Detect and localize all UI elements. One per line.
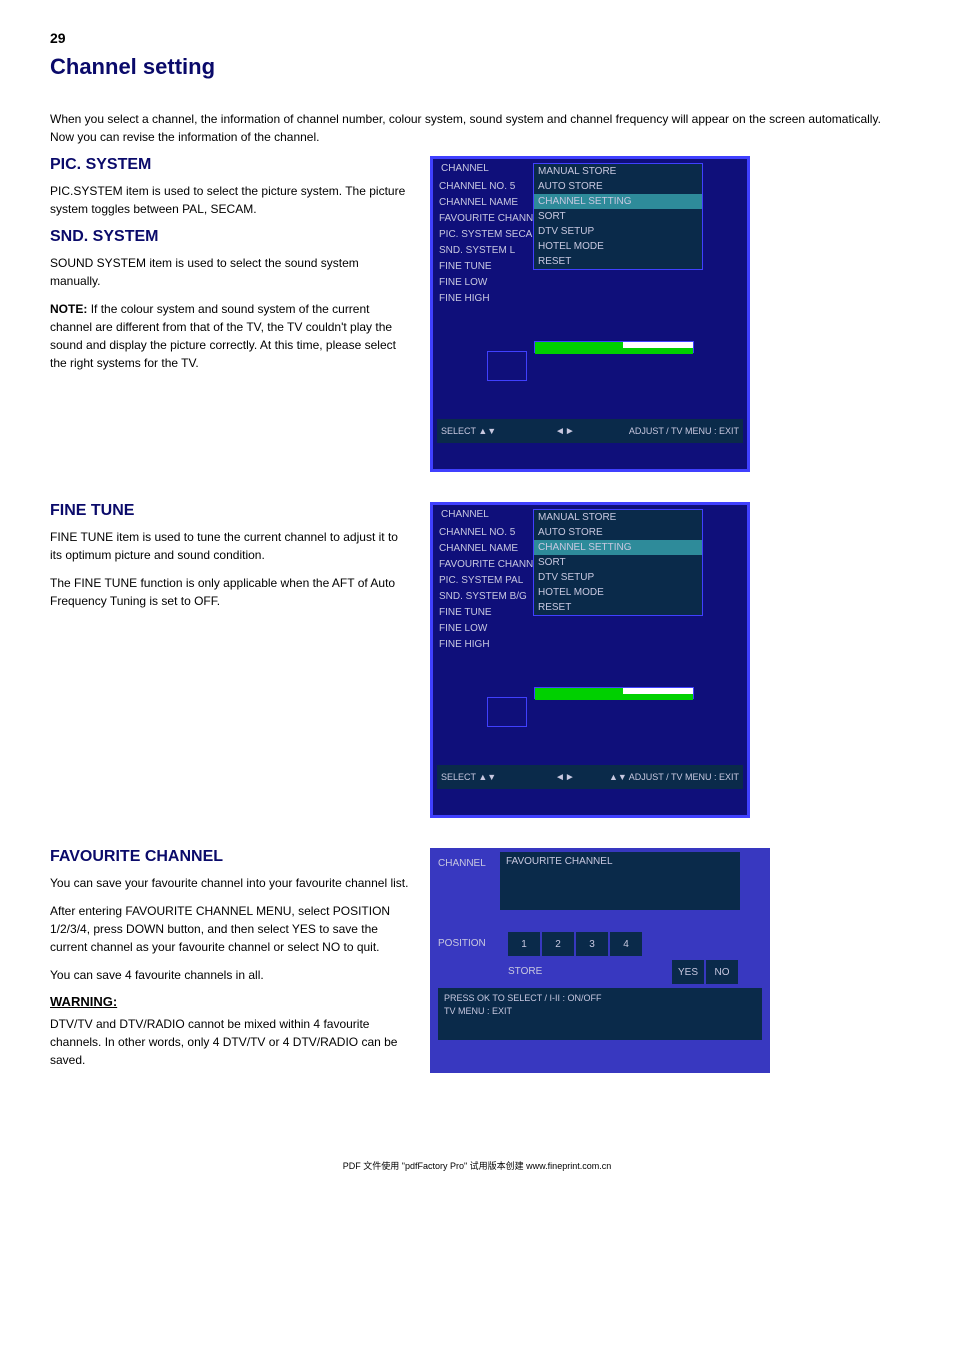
page-title: Channel setting	[50, 54, 904, 80]
osd-fine-low: FINE LOW	[439, 621, 546, 637]
warning-title: WARNING:	[50, 994, 410, 1009]
note-body: If the colour system and sound system of…	[50, 302, 396, 370]
footer-note: PDF 文件使用 "pdfFactory Pro" 试用版本创建 www.fin…	[50, 1159, 904, 1172]
osd-menu-item[interactable]: SORT	[534, 209, 702, 224]
osd-menu-item[interactable]: RESET	[534, 600, 702, 615]
osd-fine-high: FINE HIGH	[439, 291, 546, 307]
osd-left-col: CHANNEL NO. 5CHANNEL NAMEFAVOURITE CHANN…	[439, 525, 546, 653]
osd-title: CHANNEL	[441, 509, 489, 520]
osd-menu-item[interactable]: RESET	[534, 254, 702, 269]
osd-favourite: CHANNEL FAVOURITE CHANNEL POSITION 1234 STOR…	[430, 848, 770, 1073]
osd-menu-item[interactable]: AUTO STORE	[534, 525, 702, 540]
fav-slots: 1234	[508, 932, 644, 956]
heading-fine-tune: FINE TUNE	[50, 502, 410, 520]
osd-left-item: FINE TUNE	[439, 605, 546, 621]
osd-left-item: SND. SYSTEM B/G	[439, 589, 546, 605]
osd-menu-item[interactable]: DTV SETUP	[534, 570, 702, 585]
osd-menu-item[interactable]: HOTEL MODE	[534, 239, 702, 254]
osd-menu-item[interactable]: MANUAL STORE	[534, 164, 702, 179]
heading-pic-system: PIC. SYSTEM	[50, 156, 410, 174]
osd-tune-row	[439, 339, 741, 355]
heading-favourite: FAVOURITE CHANNEL	[50, 848, 410, 866]
osd-hint-bar: SELECT ▲▼ ◄► ADJUST / TV MENU : EXIT	[437, 419, 743, 443]
fav-position-label: POSITION	[438, 938, 486, 949]
osd-menu-item[interactable]: CHANNEL SETTING	[534, 194, 702, 209]
osd-left-item: FINE TUNE	[439, 259, 546, 275]
text-pic-system: PIC.SYSTEM item is used to select the pi…	[50, 182, 410, 218]
fav-box: FAVOURITE CHANNEL	[500, 852, 740, 910]
fav-store-label: STORE	[508, 966, 542, 977]
fav-channel-label: CHANNEL	[438, 858, 486, 869]
osd-left-item: CHANNEL NO. 5	[439, 179, 546, 195]
arrows-icon: ◄►	[555, 426, 575, 437]
osd-menu-item[interactable]: SORT	[534, 555, 702, 570]
osd-menu-item[interactable]: HOTEL MODE	[534, 585, 702, 600]
osd-left-item: FAVOURITE CHANNEL	[439, 557, 546, 573]
osd-left-item: PIC. SYSTEM SECAM	[439, 227, 546, 243]
fav-store-buttons: YESNO	[672, 960, 740, 984]
intro-text: When you select a channel, the informati…	[50, 110, 904, 146]
osd-hint-right: ADJUST / TV MENU : EXIT	[629, 426, 739, 436]
osd-left-col: CHANNEL NO. 5CHANNEL NAMEFAVOURITE CHANN…	[439, 179, 546, 307]
osd-left-item: CHANNEL NAME	[439, 541, 546, 557]
osd-channel-1: CHANNEL CHANNEL NO. 5CHANNEL NAMEFAVOURIT…	[430, 156, 750, 472]
warning-body: DTV/TV and DTV/RADIO cannot be mixed wit…	[50, 1015, 410, 1069]
osd-fine-low: FINE LOW	[439, 275, 546, 291]
osd-left-item: SND. SYSTEM L	[439, 243, 546, 259]
page-number: 29	[50, 30, 904, 46]
note-title: NOTE:	[50, 302, 87, 316]
text-snd-system: SOUND SYSTEM item is used to select the …	[50, 254, 410, 290]
osd-hint-left: SELECT ▲▼	[437, 772, 496, 782]
osd-left-item: CHANNEL NAME	[439, 195, 546, 211]
fav-slot[interactable]: 4	[610, 932, 642, 956]
text-fav-3: You can save 4 favourite channels in all…	[50, 966, 410, 984]
osd-preview-box	[487, 697, 527, 727]
osd-hint-bar: SELECT ▲▼ ◄► ▲▼ ADJUST / TV MENU : EXIT	[437, 765, 743, 789]
osd-hint-left: SELECT ▲▼	[437, 426, 496, 436]
text-fav-1: You can save your favourite channel into…	[50, 874, 410, 892]
fav-hint: PRESS OK TO SELECT / I-II : ON/OFF TV ME…	[438, 988, 762, 1040]
osd-menu-item[interactable]: AUTO STORE	[534, 179, 702, 194]
osd-left-item: PIC. SYSTEM PAL	[439, 573, 546, 589]
text-fine-tune-2: The FINE TUNE function is only applicabl…	[50, 574, 410, 610]
osd-left-item: FAVOURITE CHANNEL	[439, 211, 546, 227]
heading-snd-system: SND. SYSTEM	[50, 228, 410, 246]
osd-menu-item[interactable]: CHANNEL SETTING	[534, 540, 702, 555]
fav-no-button[interactable]: NO	[706, 960, 738, 984]
osd-menu-list: MANUAL STOREAUTO STORECHANNEL SETTINGSOR…	[533, 163, 703, 270]
osd-menu-item[interactable]: DTV SETUP	[534, 224, 702, 239]
fav-slot[interactable]: 1	[508, 932, 540, 956]
text-fav-2: After entering FAVOURITE CHANNEL MENU, s…	[50, 902, 410, 956]
osd-left-item: CHANNEL NO. 5	[439, 525, 546, 541]
osd-fine-high: FINE HIGH	[439, 637, 546, 653]
osd-preview-box	[487, 351, 527, 381]
osd-channel-2: CHANNEL CHANNEL NO. 5CHANNEL NAMEFAVOURIT…	[430, 502, 750, 818]
osd-menu-item[interactable]: MANUAL STORE	[534, 510, 702, 525]
text-fine-tune-1: FINE TUNE item is used to tune the curre…	[50, 528, 410, 564]
osd-menu-list: MANUAL STOREAUTO STORECHANNEL SETTINGSOR…	[533, 509, 703, 616]
fav-box-label: FAVOURITE CHANNEL	[506, 856, 613, 867]
fav-yes-button[interactable]: YES	[672, 960, 704, 984]
fav-slot[interactable]: 2	[542, 932, 574, 956]
fav-slot[interactable]: 3	[576, 932, 608, 956]
osd-hint-right: ▲▼ ADJUST / TV MENU : EXIT	[609, 772, 739, 782]
arrows-icon: ◄►	[555, 772, 575, 783]
osd-title: CHANNEL	[441, 163, 489, 174]
osd-tune-row	[439, 685, 741, 701]
